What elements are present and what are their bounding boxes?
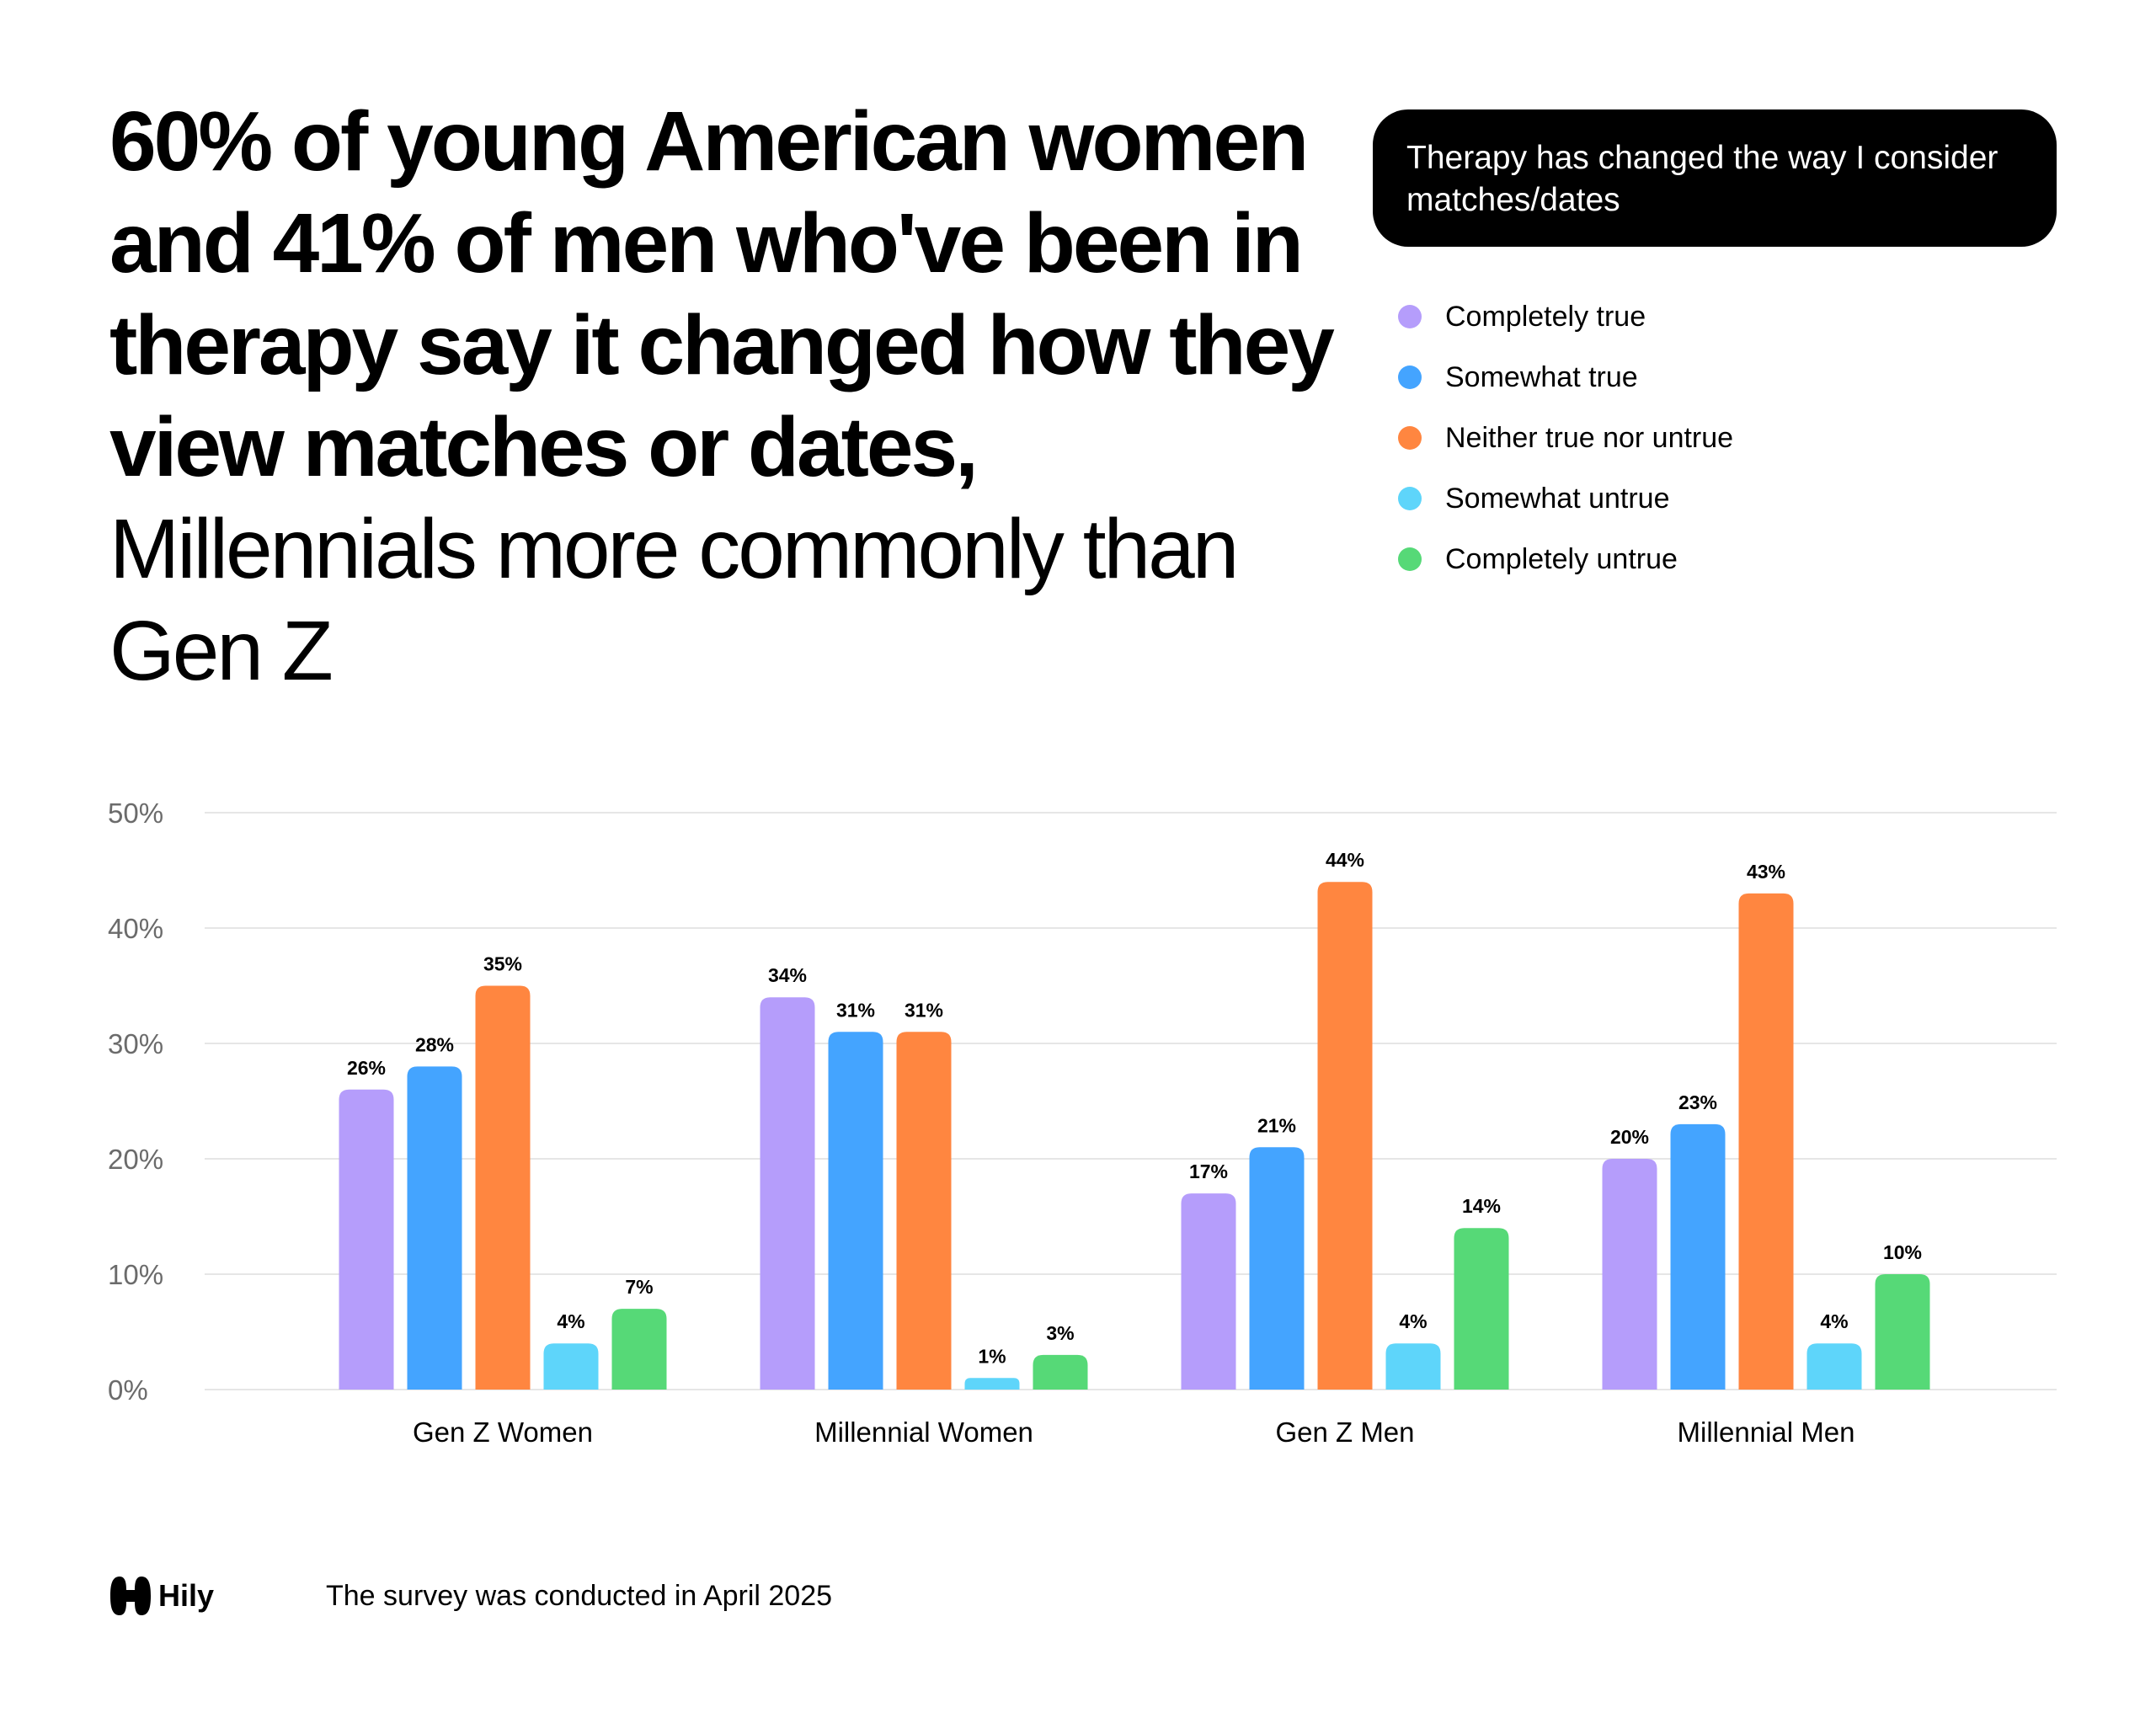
bar xyxy=(896,1032,952,1390)
bar xyxy=(1670,1123,1726,1390)
bar xyxy=(1249,1147,1305,1390)
legend-item: Somewhat untrue xyxy=(1398,468,1733,529)
hily-logo-icon xyxy=(110,1577,151,1615)
headline-bold: 60% of young American women and 41% of m… xyxy=(109,94,1335,494)
legend-label: Completely true xyxy=(1445,300,1646,333)
y-tick-label: 50% xyxy=(108,798,163,829)
legend-dot xyxy=(1398,305,1422,328)
bar xyxy=(611,1309,667,1390)
data-label: 28% xyxy=(415,1033,454,1055)
y-tick-label: 20% xyxy=(108,1144,163,1175)
data-label: 17% xyxy=(1189,1160,1228,1182)
data-label: 21% xyxy=(1257,1114,1296,1136)
data-label: 44% xyxy=(1326,849,1364,871)
legend-label: Somewhat true xyxy=(1445,360,1638,393)
data-label: 4% xyxy=(1399,1310,1427,1332)
headline-regular: Millennials more commonly than Gen Z xyxy=(109,502,1239,698)
data-label: 35% xyxy=(483,953,522,975)
y-tick-label: 30% xyxy=(108,1028,163,1059)
data-label: 3% xyxy=(1046,1322,1074,1344)
bar xyxy=(475,985,531,1390)
x-category-label: Millennial Men xyxy=(1678,1417,1855,1448)
legend-label: Somewhat untrue xyxy=(1445,482,1670,515)
legend-item: Completely true xyxy=(1398,286,1733,347)
bar xyxy=(1033,1354,1088,1390)
bar xyxy=(339,1089,394,1390)
bar xyxy=(1738,893,1794,1390)
question-text: Therapy has changed the way I consider m… xyxy=(1406,140,1999,218)
data-label: 34% xyxy=(768,964,807,986)
y-tick-label: 0% xyxy=(108,1374,148,1406)
legend-label: Completely untrue xyxy=(1445,542,1678,575)
data-label: 20% xyxy=(1610,1126,1649,1148)
bar xyxy=(1602,1159,1657,1390)
data-label: 4% xyxy=(1820,1310,1848,1332)
headline: 60% of young American women and 41% of m… xyxy=(109,91,1348,702)
data-label: 43% xyxy=(1747,861,1785,883)
data-label: 7% xyxy=(625,1276,653,1298)
data-label: 4% xyxy=(557,1310,584,1332)
y-tick-label: 40% xyxy=(108,913,163,944)
data-label: 31% xyxy=(905,999,943,1021)
legend-dot xyxy=(1398,426,1422,450)
y-tick-label: 10% xyxy=(108,1259,163,1290)
bar xyxy=(964,1378,1020,1390)
data-label: 10% xyxy=(1883,1241,1922,1263)
legend: Completely true Somewhat true Neither true… xyxy=(1398,286,1733,590)
bar xyxy=(407,1066,462,1390)
question-box: Therapy has changed the way I consider m… xyxy=(1373,109,2057,247)
bar xyxy=(1317,882,1373,1390)
bar xyxy=(760,997,815,1390)
bar xyxy=(1181,1193,1236,1390)
data-label: 14% xyxy=(1462,1195,1501,1217)
data-label: 26% xyxy=(347,1057,386,1079)
bar xyxy=(1806,1343,1862,1390)
legend-item: Somewhat true xyxy=(1398,347,1733,408)
legend-dot xyxy=(1398,365,1422,389)
bar xyxy=(828,1032,883,1390)
bar xyxy=(1875,1274,1930,1390)
bar-chart: 0% 10% 20% 30% 40% 50% 26% 28% 35% 4% 7% Gen Z Wome… xyxy=(108,798,2057,1448)
legend-label: Neither true nor untrue xyxy=(1445,421,1734,454)
legend-item: Completely untrue xyxy=(1398,529,1733,590)
bar xyxy=(1454,1228,1509,1390)
bar xyxy=(543,1343,599,1390)
footer-note: The survey was conducted in April 2025 xyxy=(326,1580,833,1612)
legend-item: Neither true nor untrue xyxy=(1398,408,1733,468)
x-category-label: Millennial Women xyxy=(814,1417,1033,1448)
data-label: 23% xyxy=(1678,1091,1717,1113)
data-label: 1% xyxy=(978,1345,1006,1367)
bar xyxy=(1385,1343,1441,1390)
legend-dot xyxy=(1398,487,1422,510)
data-label: 31% xyxy=(836,999,875,1021)
legend-dot xyxy=(1398,547,1422,571)
x-category-label: Gen Z Men xyxy=(1275,1417,1414,1448)
hily-wordmark: Hily xyxy=(158,1578,215,1613)
x-category-label: Gen Z Women xyxy=(413,1417,593,1448)
hily-logo: Hily xyxy=(109,1575,214,1617)
